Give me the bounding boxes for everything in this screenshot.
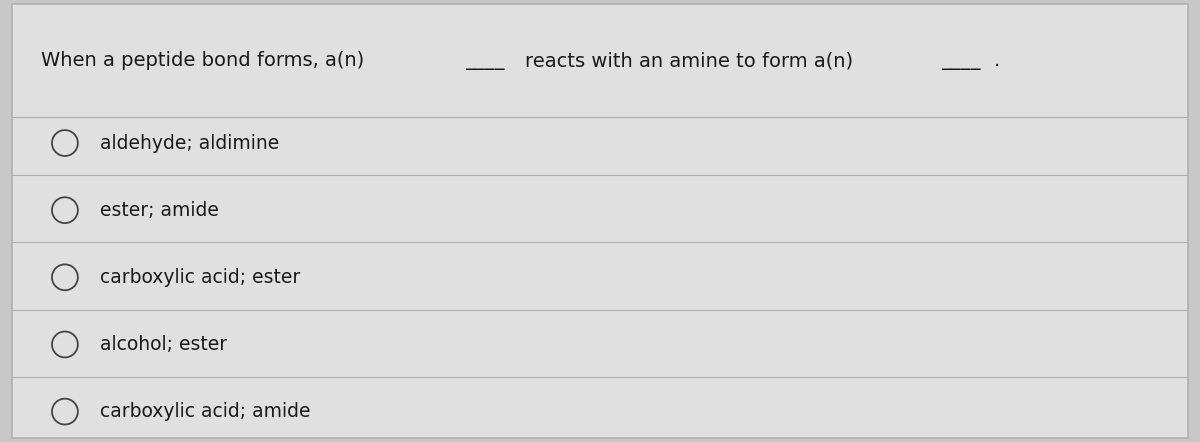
Text: reacts with an amine to form a(n): reacts with an amine to form a(n) [524, 51, 853, 70]
Text: alcohol; ester: alcohol; ester [101, 335, 227, 354]
Text: carboxylic acid; ester: carboxylic acid; ester [101, 268, 300, 287]
Text: ____: ____ [941, 51, 980, 70]
Text: When a peptide bond forms, a(n): When a peptide bond forms, a(n) [42, 51, 365, 70]
Text: carboxylic acid; amide: carboxylic acid; amide [101, 402, 311, 421]
FancyBboxPatch shape [12, 4, 1188, 438]
Text: ester; amide: ester; amide [101, 201, 220, 220]
Text: aldehyde; aldimine: aldehyde; aldimine [101, 133, 280, 152]
Text: .: . [994, 51, 1001, 70]
Text: ____: ____ [464, 51, 504, 70]
